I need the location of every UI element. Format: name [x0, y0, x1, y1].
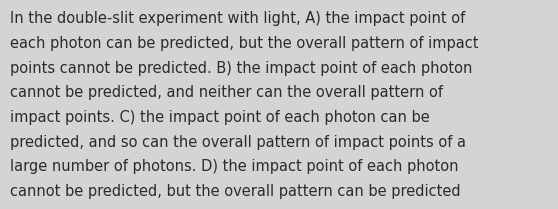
Text: In the double-slit experiment with light, A) the impact point of: In the double-slit experiment with light…: [10, 11, 465, 27]
Text: each photon can be predicted, but the overall pattern of impact: each photon can be predicted, but the ov…: [10, 36, 479, 51]
Text: large number of photons. D) the impact point of each photon: large number of photons. D) the impact p…: [10, 159, 459, 175]
Text: cannot be predicted, but the overall pattern can be predicted: cannot be predicted, but the overall pat…: [10, 184, 461, 199]
Text: points cannot be predicted. B) the impact point of each photon: points cannot be predicted. B) the impac…: [10, 61, 473, 76]
Text: impact points. C) the impact point of each photon can be: impact points. C) the impact point of ea…: [10, 110, 430, 125]
Text: cannot be predicted, and neither can the overall pattern of: cannot be predicted, and neither can the…: [10, 85, 443, 101]
Text: predicted, and so can the overall pattern of impact points of a: predicted, and so can the overall patter…: [10, 135, 466, 150]
